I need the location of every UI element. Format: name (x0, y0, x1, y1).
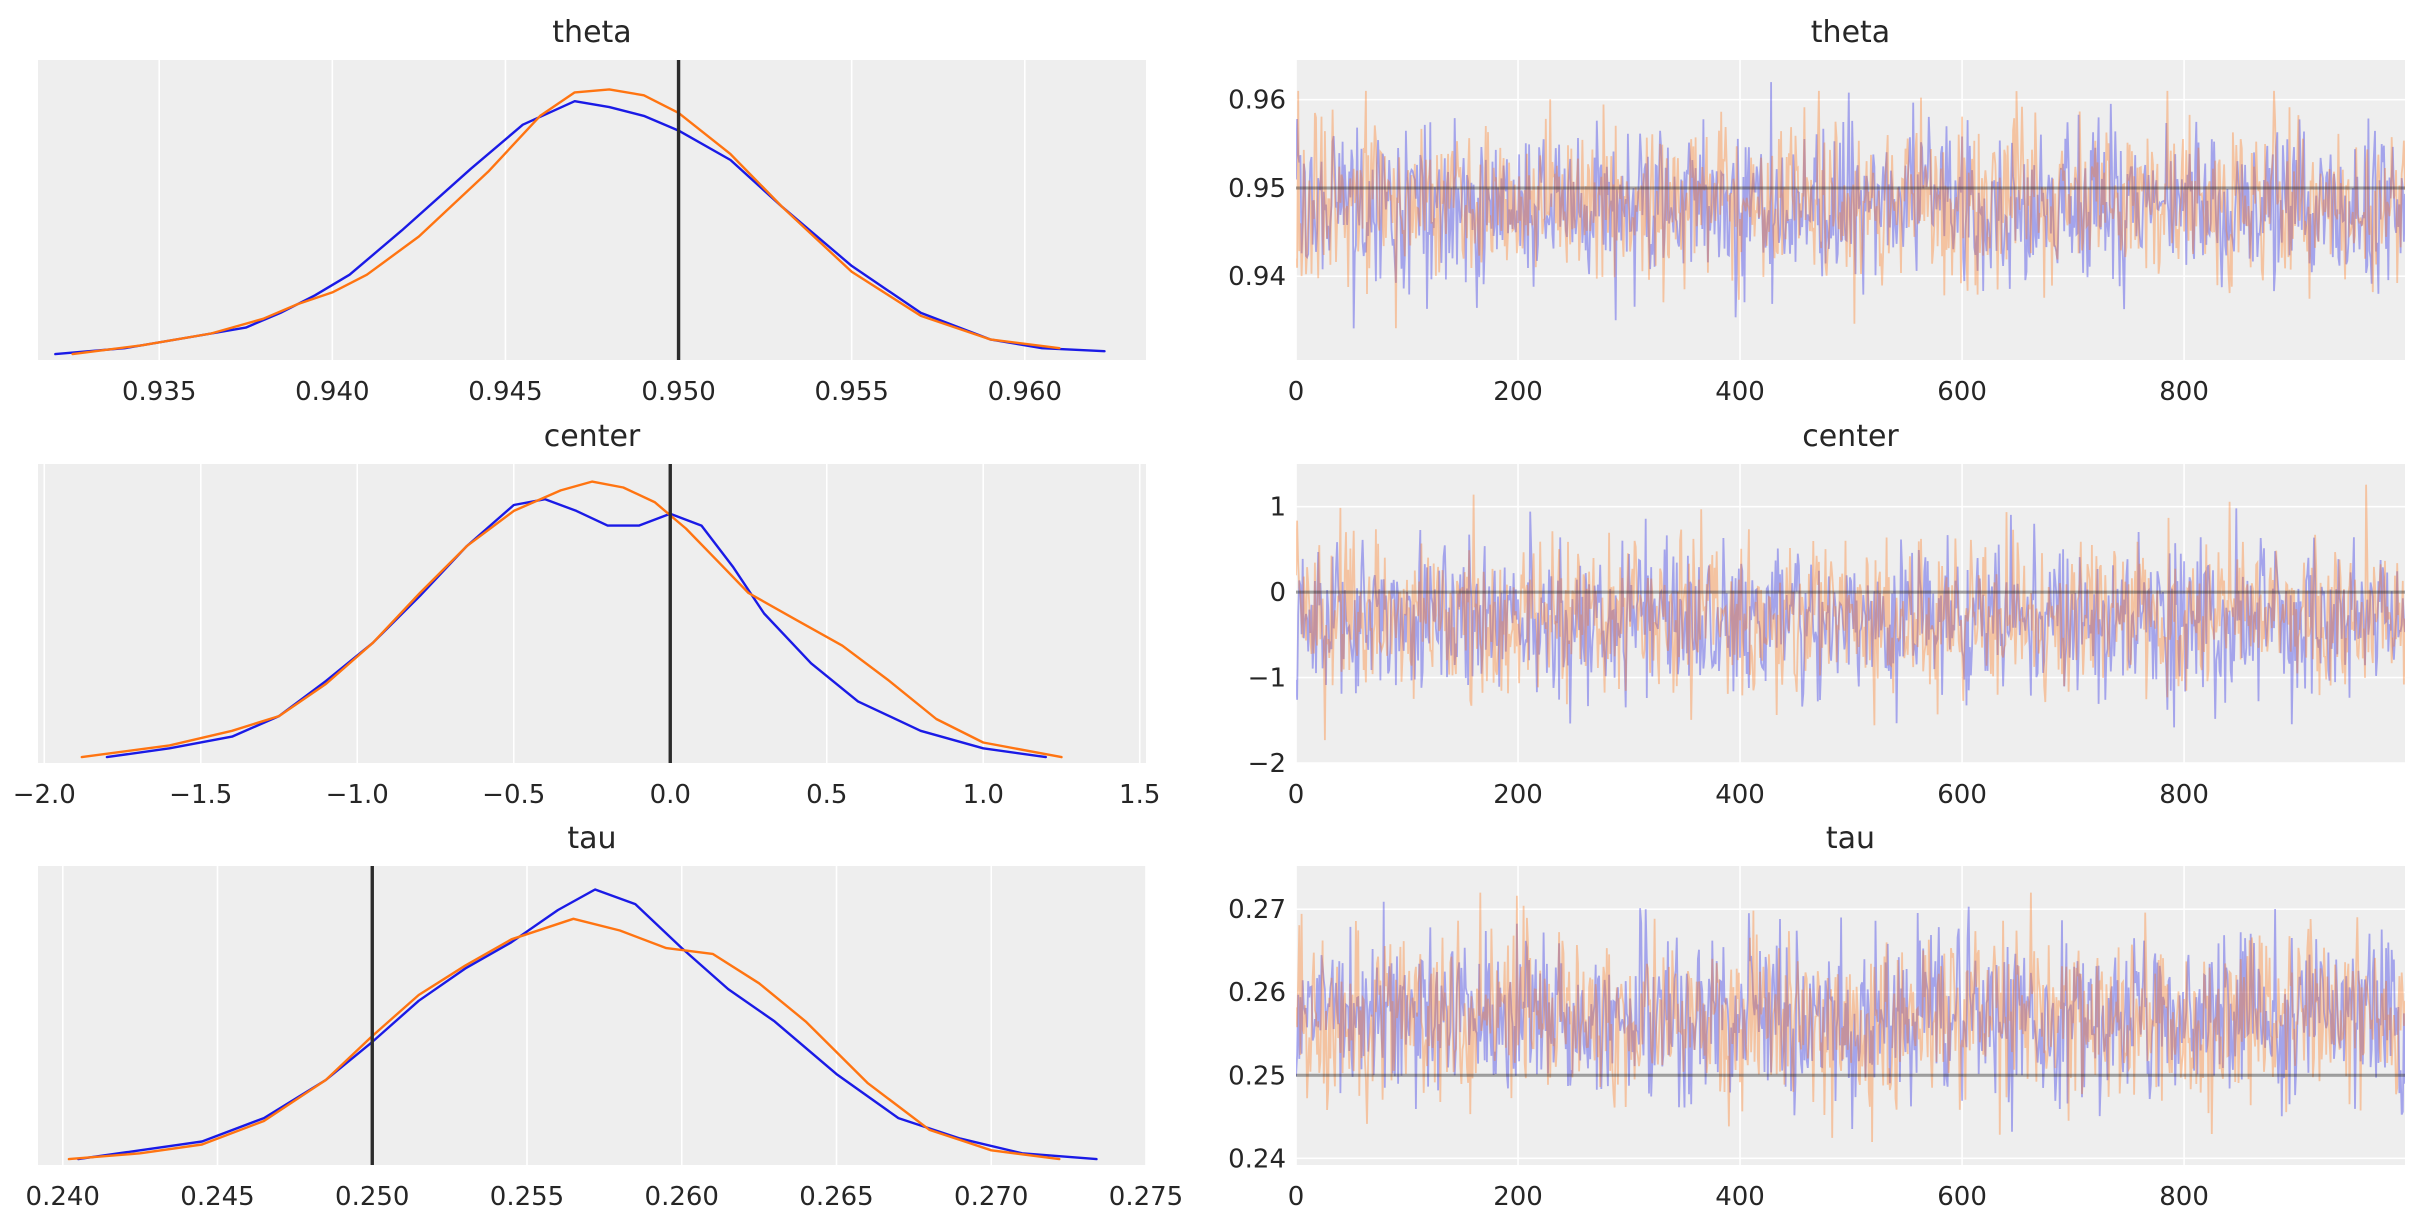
x-tick-label: 0.240 (26, 1182, 100, 1212)
panel-trace-center: 0 200 400 600 800 −2 −1 0 1 center (1248, 419, 2405, 810)
x-tick-label: 0 (1288, 1182, 1305, 1212)
x-tick-label: 400 (1715, 780, 1765, 810)
panel-title: theta (1811, 15, 1890, 50)
density-line-chain-1 (80, 480, 1063, 759)
plot-area (1296, 484, 2405, 741)
panel-background (38, 464, 1146, 763)
trace-line-chain-1 (1296, 90, 2405, 329)
x-tick-label: 1.0 (963, 780, 1004, 810)
x-tick-label: 0.5 (806, 780, 847, 810)
y-tick-label: 0.26 (1228, 978, 1286, 1008)
x-tick-label: 0.0 (650, 780, 691, 810)
y-tick-label: 0.27 (1228, 895, 1286, 925)
x-tick-label: 0.955 (814, 377, 888, 407)
plot-area (54, 60, 1106, 360)
panel-density-center: −2.0 −1.5 −1.0 −0.5 0.0 0.5 1.0 1.5 center (13, 419, 1161, 810)
y-tick-label: 0.96 (1228, 86, 1286, 116)
panel-title: center (544, 419, 641, 454)
density-line-chain-1 (67, 917, 1061, 1161)
x-tick-label: −2.0 (13, 780, 76, 810)
density-line-chain-0 (54, 100, 1106, 356)
x-tick-label: 0.260 (645, 1182, 719, 1212)
panel-background (38, 60, 1146, 360)
panel-density-theta: 0.935 0.940 0.945 0.950 0.955 0.960 theta (38, 15, 1146, 407)
y-tick-label: 0.94 (1228, 262, 1286, 292)
x-tick-label: 0 (1288, 377, 1305, 407)
panel-title: theta (552, 15, 631, 50)
plot-area (67, 866, 1098, 1165)
y-tick-label: 0.24 (1228, 1144, 1286, 1174)
x-tick-label: 1.5 (1119, 780, 1160, 810)
panel-background (1296, 60, 2405, 360)
plot-area (1296, 892, 2405, 1143)
x-tick-label: 0.270 (954, 1182, 1028, 1212)
panel-background (1296, 866, 2405, 1165)
x-tick-label: −1.0 (326, 780, 389, 810)
x-tick-label: 200 (1493, 1182, 1543, 1212)
density-line-chain-0 (105, 498, 1047, 759)
y-tick-label: 0.25 (1228, 1061, 1286, 1091)
plot-area (80, 464, 1063, 763)
x-tick-label: 0.950 (641, 377, 715, 407)
panel-trace-theta: 0 200 400 600 800 0.94 0.95 0.96 theta (1228, 15, 2405, 407)
x-tick-label: 200 (1493, 780, 1543, 810)
panel-title: tau (567, 821, 616, 856)
y-tick-label: −1 (1248, 664, 1286, 694)
x-tick-label: 0.245 (180, 1182, 254, 1212)
trace-line-chain-1 (1296, 892, 2405, 1143)
x-tick-label: 0.255 (490, 1182, 564, 1212)
x-tick-label: 400 (1715, 1182, 1765, 1212)
x-tick-label: 400 (1715, 377, 1765, 407)
x-tick-label: 600 (1937, 377, 1987, 407)
trace-line-chain-0 (1296, 901, 2405, 1132)
x-tick-label: 0.265 (799, 1182, 873, 1212)
density-line-chain-1 (71, 88, 1061, 356)
x-tick-label: 200 (1493, 377, 1543, 407)
panel-title: tau (1826, 821, 1875, 856)
panel-background (1296, 464, 2405, 763)
y-tick-label: −2 (1248, 749, 1286, 779)
y-tick-label: 0 (1269, 578, 1286, 608)
panel-title: center (1802, 419, 1899, 454)
trace-line-chain-0 (1296, 508, 2405, 728)
x-tick-label: 600 (1937, 1182, 1987, 1212)
y-tick-label: 0.95 (1228, 174, 1286, 204)
x-tick-label: 0.275 (1109, 1182, 1183, 1212)
x-tick-label: 0.935 (122, 377, 196, 407)
x-tick-label: 0.960 (988, 377, 1062, 407)
x-tick-label: 800 (2159, 1182, 2209, 1212)
x-tick-label: 0.250 (335, 1182, 409, 1212)
x-tick-label: 800 (2159, 377, 2209, 407)
x-tick-label: 0.940 (295, 377, 369, 407)
x-tick-label: −0.5 (482, 780, 545, 810)
panel-trace-tau: 0 200 400 600 800 0.24 0.25 0.26 0.27 tau (1228, 821, 2405, 1212)
x-tick-label: 600 (1937, 780, 1987, 810)
y-tick-label: 1 (1269, 493, 1286, 523)
panel-background (38, 866, 1146, 1165)
x-tick-label: 0 (1288, 780, 1305, 810)
density-line-chain-0 (77, 888, 1098, 1161)
plot-area (1296, 82, 2405, 329)
x-tick-label: 800 (2159, 780, 2209, 810)
x-tick-label: −1.5 (169, 780, 232, 810)
panel-density-tau: 0.240 0.245 0.250 0.255 0.260 0.265 0.270 0.275… (26, 821, 1184, 1212)
x-tick-label: 0.945 (468, 377, 542, 407)
trace-line-chain-1 (1296, 484, 2405, 741)
trace-line-chain-0 (1296, 82, 2405, 329)
